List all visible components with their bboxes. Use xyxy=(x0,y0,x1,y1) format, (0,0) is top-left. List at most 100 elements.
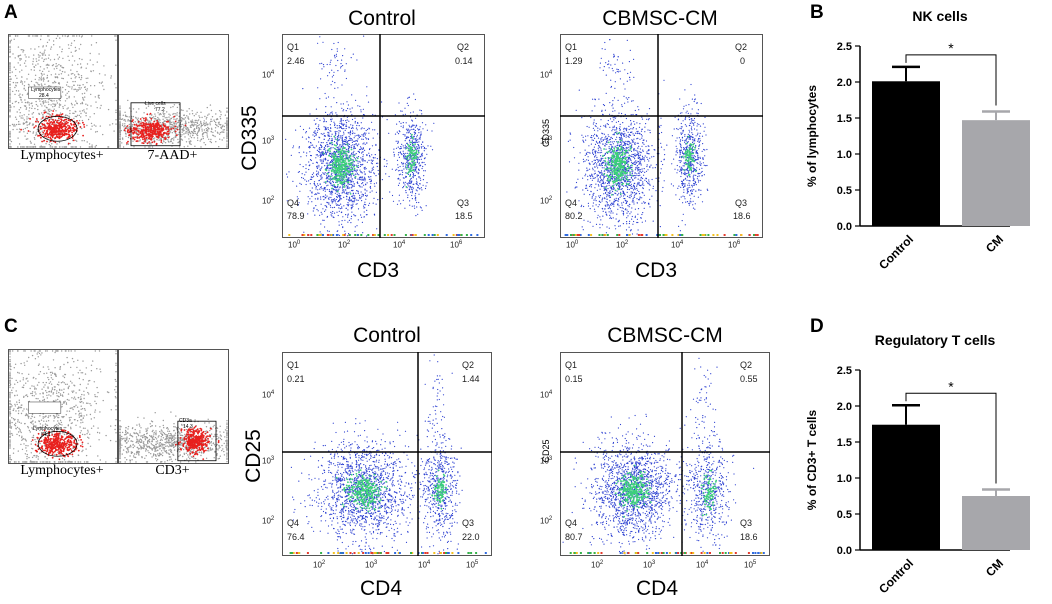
event-dot xyxy=(96,107,98,109)
event-dot xyxy=(210,141,213,144)
event-dot xyxy=(327,114,329,116)
event-dot xyxy=(346,180,348,182)
event-dot xyxy=(61,91,64,93)
dense-dot xyxy=(417,151,420,154)
event-dot xyxy=(54,73,57,75)
event-dot xyxy=(203,123,205,126)
event-dot xyxy=(409,144,411,146)
event-dot xyxy=(68,90,70,93)
event-dot xyxy=(67,44,70,46)
event-dot xyxy=(422,165,424,168)
gated-dot xyxy=(64,125,67,128)
event-dot xyxy=(213,119,215,121)
event-dot xyxy=(318,128,321,130)
event-dot xyxy=(418,145,420,147)
event-dot xyxy=(29,146,31,148)
event-dot xyxy=(402,127,404,129)
event-dot xyxy=(325,106,327,108)
event-dot xyxy=(370,187,372,189)
event-dot xyxy=(313,119,315,121)
event-dot xyxy=(207,114,209,116)
strip-mark xyxy=(354,234,357,236)
event-dot xyxy=(403,158,405,160)
event-dot xyxy=(58,73,60,76)
event-dot xyxy=(403,155,405,157)
gated-dot xyxy=(76,120,78,122)
event-dot xyxy=(405,161,408,163)
event-dot xyxy=(205,128,207,130)
event-dot xyxy=(357,156,360,158)
dense-dot xyxy=(410,149,413,151)
event-dot xyxy=(356,225,358,227)
event-dot xyxy=(345,139,347,141)
gated-dot xyxy=(35,125,37,127)
event-dot xyxy=(132,115,135,118)
event-dot xyxy=(35,103,38,106)
dense-dot xyxy=(407,149,410,151)
event-dot xyxy=(330,127,332,130)
event-dot xyxy=(32,63,34,65)
event-dot xyxy=(409,181,411,183)
event-dot xyxy=(354,147,356,149)
event-dot xyxy=(81,93,84,95)
event-dot xyxy=(42,77,45,79)
event-dot xyxy=(15,84,17,86)
event-dot xyxy=(368,176,370,178)
gated-dot xyxy=(152,133,155,135)
event-dot xyxy=(403,153,405,155)
event-dot xyxy=(320,203,322,205)
event-dot xyxy=(357,164,359,167)
event-dot xyxy=(334,201,336,203)
event-dot xyxy=(173,137,175,139)
event-dot xyxy=(198,129,200,132)
event-dot xyxy=(145,107,148,109)
event-dot xyxy=(188,138,190,140)
event-dot xyxy=(204,144,207,146)
event-dot xyxy=(16,111,18,113)
event-dot xyxy=(207,126,209,129)
event-dot xyxy=(397,154,399,156)
event-dot xyxy=(340,120,342,122)
event-dot xyxy=(350,199,352,201)
gated-dot xyxy=(142,133,145,136)
event-dot xyxy=(42,80,45,82)
event-dot xyxy=(402,163,404,165)
event-dot xyxy=(350,170,352,172)
event-dot xyxy=(119,138,121,141)
event-dot xyxy=(351,211,353,213)
event-dot xyxy=(370,180,372,182)
event-dot xyxy=(352,185,354,187)
event-dot xyxy=(420,187,422,189)
gated-dot xyxy=(142,138,144,141)
event-dot xyxy=(61,146,63,148)
event-dot xyxy=(307,203,309,205)
event-dot xyxy=(74,104,76,106)
event-dot xyxy=(338,234,341,236)
quadrant-q1-name: Q1 xyxy=(287,42,300,52)
event-dot xyxy=(325,152,328,154)
event-dot xyxy=(71,64,74,66)
event-dot xyxy=(420,110,422,112)
event-dot xyxy=(184,132,187,134)
gated-dot xyxy=(59,123,62,126)
event-dot xyxy=(347,140,349,142)
dense-dot xyxy=(324,181,327,183)
event-dot xyxy=(342,128,344,130)
event-dot xyxy=(331,139,333,141)
event-dot xyxy=(346,176,348,178)
event-dot xyxy=(359,186,361,188)
gated-dot xyxy=(135,132,138,134)
event-dot xyxy=(410,177,412,179)
event-dot xyxy=(318,192,320,194)
event-dot xyxy=(176,122,178,124)
event-dot xyxy=(350,138,353,140)
event-dot xyxy=(72,106,74,109)
event-dot xyxy=(347,148,350,150)
event-dot xyxy=(417,213,419,215)
event-dot xyxy=(419,135,421,137)
event-dot xyxy=(365,168,367,170)
gated-dot xyxy=(46,129,48,132)
event-dot xyxy=(50,104,52,106)
event-dot xyxy=(53,80,56,83)
event-dot xyxy=(368,132,370,134)
